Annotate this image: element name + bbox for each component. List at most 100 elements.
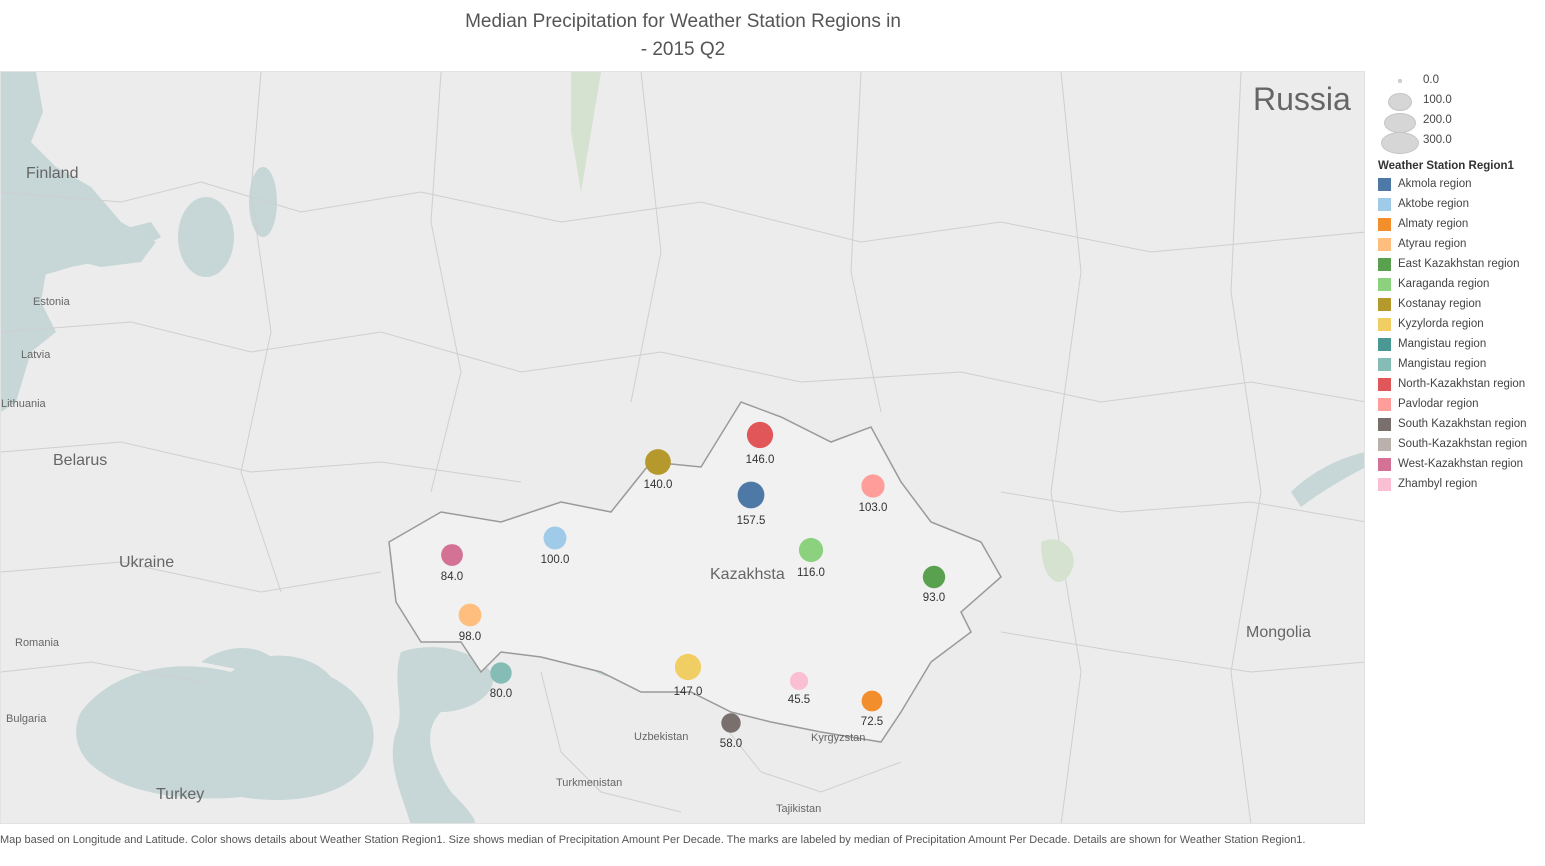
marker-label: 140.0: [644, 479, 673, 491]
legend-item[interactable]: Kyzylorda region: [1378, 314, 1543, 334]
legend-item[interactable]: Karaganda region: [1378, 274, 1543, 294]
legend-item[interactable]: Kostanay region: [1378, 294, 1543, 314]
label-turkey: Turkey: [156, 786, 204, 803]
legend-label: Kostanay region: [1398, 298, 1482, 310]
legend-item[interactable]: Pavlodar region: [1378, 394, 1543, 414]
marker-circle[interactable]: [674, 653, 702, 681]
legend-label: Karaganda region: [1398, 278, 1490, 290]
size-legend-row: 300.0: [1378, 132, 1543, 154]
title-line-2: - 2015 Q2: [640, 39, 726, 60]
legend-swatch: [1378, 177, 1391, 191]
label-kyrgyzstan: Kyrgyzstan: [811, 732, 865, 744]
marker-circle[interactable]: [737, 481, 765, 509]
marker-label: 93.0: [923, 592, 945, 604]
marker-zhambyl[interactable]: 45.5: [788, 671, 810, 706]
marker-circle[interactable]: [861, 474, 885, 498]
legend-label: Atyrau region: [1398, 238, 1467, 250]
size-legend: 0.0 100.0 200.0 300.0: [1378, 72, 1543, 154]
sea-of-azov: [201, 647, 271, 672]
legend-item[interactable]: North-Kazakhstan region: [1378, 374, 1543, 394]
marker-label: 45.5: [788, 694, 810, 706]
marker-label: 58.0: [720, 738, 742, 750]
marker-karaganda[interactable]: 116.0: [797, 537, 825, 579]
label-ukraine: Ukraine: [119, 554, 174, 571]
map-canvas[interactable]: Russia Finland Estonia Latvia Lithuania …: [1, 72, 1365, 824]
marker-east-kazakhstan[interactable]: 93.0: [922, 565, 946, 604]
legend-label: Mangistau region: [1398, 358, 1487, 370]
size-legend-circle: [1384, 113, 1416, 133]
marker-circle[interactable]: [922, 565, 946, 589]
legend-label: Zhambyl region: [1398, 478, 1478, 490]
marker-atyrau[interactable]: 98.0: [458, 603, 482, 643]
legend-item[interactable]: Mangistau region: [1378, 354, 1543, 374]
size-legend-label: 100.0: [1423, 94, 1452, 106]
marker-west-kazakhstan[interactable]: 84.0: [441, 544, 463, 583]
label-russia: Russia: [1253, 81, 1351, 117]
label-finland: Finland: [26, 165, 78, 182]
lake-ladoga: [178, 197, 234, 277]
label-kazakhstan: Kazakhsta: [710, 566, 785, 583]
marker-south-kazakhstan[interactable]: 58.0: [720, 713, 742, 750]
legend-item[interactable]: Mangistau region: [1378, 334, 1543, 354]
legend-swatch: [1378, 277, 1391, 291]
marker-label: 146.0: [746, 454, 775, 466]
marker-circle[interactable]: [798, 537, 824, 563]
legend-swatch: [1378, 417, 1391, 431]
marker-label: 147.0: [674, 686, 703, 698]
legend-item[interactable]: South Kazakhstan region: [1378, 414, 1543, 434]
size-legend-row: 200.0: [1378, 112, 1543, 133]
gulf-of-finland: [1, 222, 161, 287]
marker-circle[interactable]: [458, 603, 482, 627]
label-turkmenistan: Turkmenistan: [556, 777, 622, 789]
marker-circle[interactable]: [746, 421, 774, 449]
marker-circle[interactable]: [441, 544, 463, 566]
legend-item[interactable]: West-Kazakhstan region: [1378, 454, 1543, 474]
legend-item[interactable]: Zhambyl region: [1378, 474, 1543, 494]
legend-swatch: [1378, 337, 1391, 351]
marker-kyzylorda[interactable]: 147.0: [674, 653, 703, 698]
legend-label: Akmola region: [1398, 178, 1472, 190]
marker-circle[interactable]: [789, 671, 809, 691]
marker-akmola[interactable]: 157.5: [737, 481, 766, 527]
label-uzbekistan: Uzbekistan: [634, 731, 688, 743]
legend-label: East Kazakhstan region: [1398, 258, 1520, 270]
marker-label: 98.0: [459, 631, 481, 643]
marker-pavlodar[interactable]: 103.0: [859, 474, 888, 514]
baltic-sea: [1, 72, 156, 412]
marker-circle[interactable]: [861, 690, 883, 712]
marker-mangistau[interactable]: 80.0: [490, 662, 512, 700]
chart-title: Median Precipitation for Weather Station…: [400, 8, 966, 64]
marker-almaty[interactable]: 72.5: [861, 690, 883, 728]
marker-label: 72.5: [861, 716, 883, 728]
label-tajikistan: Tajikistan: [776, 803, 821, 815]
marker-circle[interactable]: [543, 526, 567, 550]
legend-swatch: [1378, 237, 1391, 251]
legend-swatch: [1378, 477, 1391, 491]
legend-item[interactable]: Aktobe region: [1378, 194, 1543, 214]
legend-item[interactable]: East Kazakhstan region: [1378, 254, 1543, 274]
legend-swatch: [1378, 377, 1391, 391]
marker-label: 100.0: [541, 554, 570, 566]
legend-swatch: [1378, 357, 1391, 371]
legend-item[interactable]: South-Kazakhstan region: [1378, 434, 1543, 454]
marker-aktobe[interactable]: 100.0: [541, 526, 570, 567]
marker-label: 103.0: [859, 502, 888, 514]
size-legend-row: 100.0: [1378, 92, 1543, 112]
size-legend-label: 0.0: [1423, 74, 1439, 86]
label-belarus: Belarus: [53, 452, 107, 469]
legend-item[interactable]: Atyrau region: [1378, 234, 1543, 254]
legend-item[interactable]: Almaty region: [1378, 214, 1543, 234]
marker-label: 84.0: [441, 571, 463, 583]
size-legend-circle: [1398, 79, 1402, 83]
marker-circle[interactable]: [490, 662, 512, 684]
marker-north-kazakhstan[interactable]: 146.0: [746, 421, 775, 466]
marker-kostanay[interactable]: 140.0: [644, 449, 673, 491]
legend-item[interactable]: Akmola region: [1378, 174, 1543, 194]
size-legend-circle: [1381, 132, 1419, 154]
map-area[interactable]: Russia Finland Estonia Latvia Lithuania …: [0, 71, 1365, 824]
caspian-sea: [392, 647, 493, 823]
marker-circle[interactable]: [721, 713, 741, 733]
label-estonia: Estonia: [33, 296, 71, 308]
legend-label: South Kazakhstan region: [1398, 418, 1527, 430]
marker-circle[interactable]: [645, 449, 671, 475]
